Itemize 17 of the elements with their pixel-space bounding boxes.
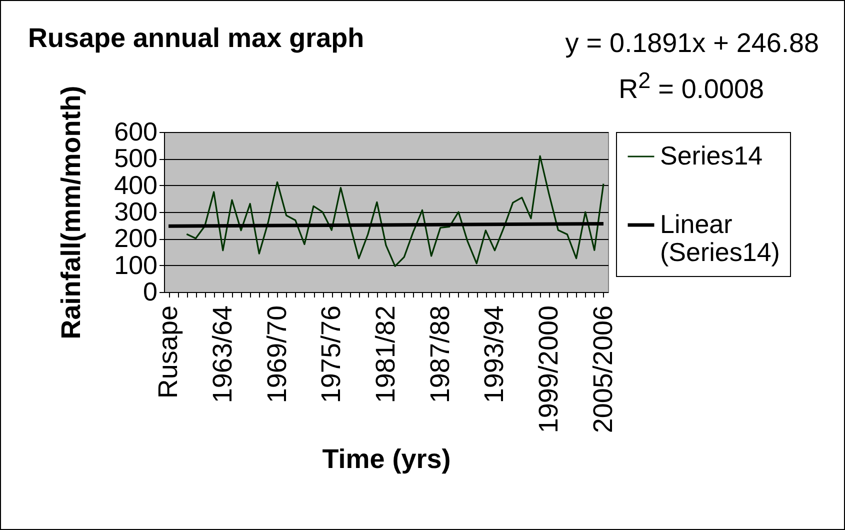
legend-label: Series14 [660, 140, 763, 170]
y-axis-title: Rainfall(mm/month) [56, 86, 86, 340]
x-tick-label: Rusape [153, 306, 184, 399]
x-tick-label: 2005/2006 [588, 306, 618, 434]
chart-title: Rusape annual max graph [28, 22, 364, 54]
x-tick-label: 1963/64 [207, 306, 238, 404]
x-tick-label: 1981/82 [370, 306, 400, 404]
text: R$^{2}$ = 0.0008 [618, 67, 764, 105]
x-axis-title: Time (yrs) [322, 444, 451, 474]
legend-label: Linear (Series14) [660, 209, 780, 267]
x-tick-label: 1999/2000 [534, 306, 564, 434]
x-tick-label: 1975/76 [316, 306, 346, 404]
line-series [186, 155, 604, 267]
text: y = 0.1891x + 246.88 [565, 27, 819, 59]
x-tick-label: 1993/94 [479, 306, 510, 404]
x-tick-label: 1987/88 [424, 306, 455, 404]
x-tick-label: 1969/70 [262, 306, 292, 404]
